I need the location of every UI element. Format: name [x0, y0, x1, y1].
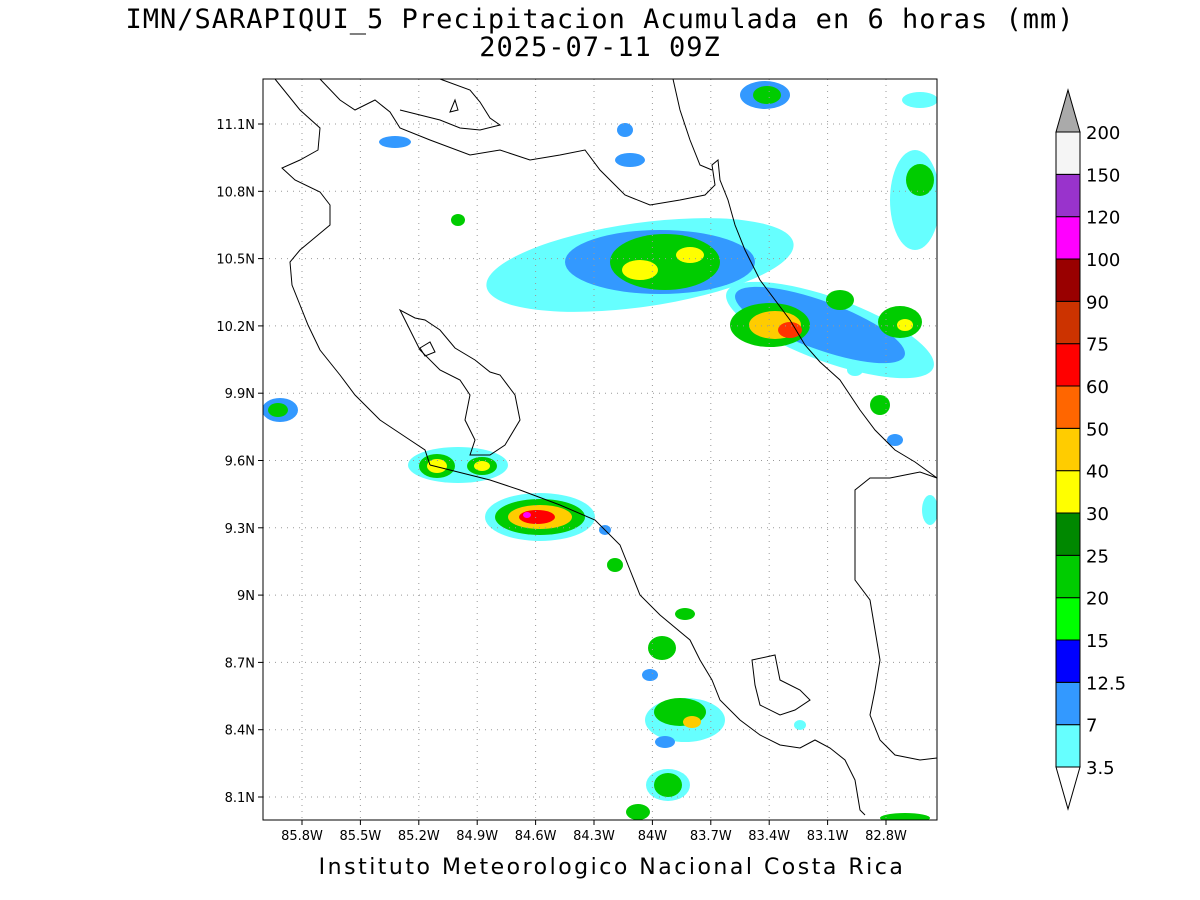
- lon-label: 84W: [638, 829, 668, 844]
- colorbar-label: 7: [1086, 716, 1097, 737]
- map-area: [263, 79, 937, 820]
- colorbar-upper-arrow: [1055, 88, 1081, 133]
- colorbar-label: 90: [1086, 292, 1109, 313]
- colorbar-box: [1055, 427, 1081, 472]
- colorbar-label: 100: [1086, 250, 1120, 271]
- colorbar-label: 150: [1086, 165, 1120, 186]
- lat-label: 9.6N: [225, 455, 255, 470]
- colorbar-box: [1055, 681, 1081, 726]
- precip-north-band: [379, 81, 937, 446]
- lat-label: 8.1N: [225, 791, 255, 806]
- precip-pacific-band: [263, 398, 937, 820]
- colorbar-box: [1055, 512, 1081, 556]
- lon-label: 83.1W: [807, 829, 849, 844]
- lat-label: 10.5N: [216, 253, 255, 268]
- chart-date: 2025-07-11 09Z: [479, 32, 721, 63]
- longitude-axis: 85.8W 85.5W 85.2W 84.9W 84.6W 84.3W 84W 83.7W 83…: [281, 820, 907, 844]
- lon-label: 84.3W: [573, 829, 615, 844]
- colorbar-lower-arrow: [1055, 766, 1081, 811]
- colorbar-label: 40: [1086, 462, 1109, 483]
- lat-label: 10.2N: [216, 320, 255, 335]
- colorbar-box: [1055, 343, 1081, 387]
- lon-label: 85.8W: [281, 829, 323, 844]
- colorbar-box: [1055, 258, 1081, 302]
- colorbar-label: 30: [1086, 504, 1109, 525]
- lat-label: 8.4N: [225, 724, 255, 739]
- colorbar-label: 200: [1086, 123, 1120, 144]
- lat-label: 9.9N: [225, 387, 255, 402]
- colorbar-box: [1055, 300, 1081, 345]
- lon-label: 83.7W: [690, 829, 732, 844]
- colorbar-label: 50: [1086, 419, 1109, 440]
- colorbar-box: [1055, 131, 1081, 175]
- colorbar-label: 25: [1086, 546, 1109, 567]
- lon-label: 85.2W: [398, 829, 440, 844]
- lat-label: 10.8N: [216, 185, 255, 200]
- coastline: [274, 79, 937, 816]
- chart-title: IMN/SARAPIQUI_5 Precipitacion Acumulada …: [125, 4, 1075, 35]
- colorbar-label: 120: [1086, 208, 1120, 229]
- lon-label: 84.6W: [515, 829, 557, 844]
- colorbar-box: [1055, 216, 1081, 260]
- colorbar-label: 12.5: [1086, 673, 1126, 694]
- colorbar-label: 3.5: [1086, 758, 1115, 779]
- colorbar-label: 15: [1086, 631, 1109, 652]
- footer-credit: Instituto Meteorologico Nacional Costa R…: [318, 855, 906, 880]
- lon-label: 85.5W: [339, 829, 381, 844]
- colorbar: 3.5 7 12.5 15 20 25 30 40 50 60 75 90 100 120 150 200: [1055, 88, 1126, 811]
- lat-label: 8.7N: [225, 656, 255, 671]
- colorbar-box: [1055, 554, 1081, 599]
- colorbar-box: [1055, 385, 1081, 429]
- lon-label: 82.8W: [865, 829, 907, 844]
- lon-label: 84.9W: [456, 829, 498, 844]
- colorbar-box: [1055, 173, 1081, 218]
- lat-label: 9N: [237, 589, 255, 604]
- lat-label: 11.1N: [216, 118, 255, 133]
- lon-label: 83.4W: [748, 829, 790, 844]
- colorbar-box: [1055, 470, 1081, 514]
- lat-label: 9.3N: [225, 522, 255, 537]
- latitude-axis: 11.1N 10.8N 10.5N 10.2N 9.9N 9.6N 9.3N 9N 8.7N 8.…: [216, 118, 263, 806]
- colorbar-label: 60: [1086, 377, 1109, 398]
- colorbar-box: [1055, 724, 1081, 768]
- map-frame: [262, 78, 938, 821]
- colorbar-box: [1055, 639, 1081, 683]
- colorbar-box: [1055, 597, 1081, 641]
- colorbar-label: 75: [1086, 335, 1109, 356]
- graticule: [263, 79, 937, 820]
- colorbar-label: 20: [1086, 589, 1109, 610]
